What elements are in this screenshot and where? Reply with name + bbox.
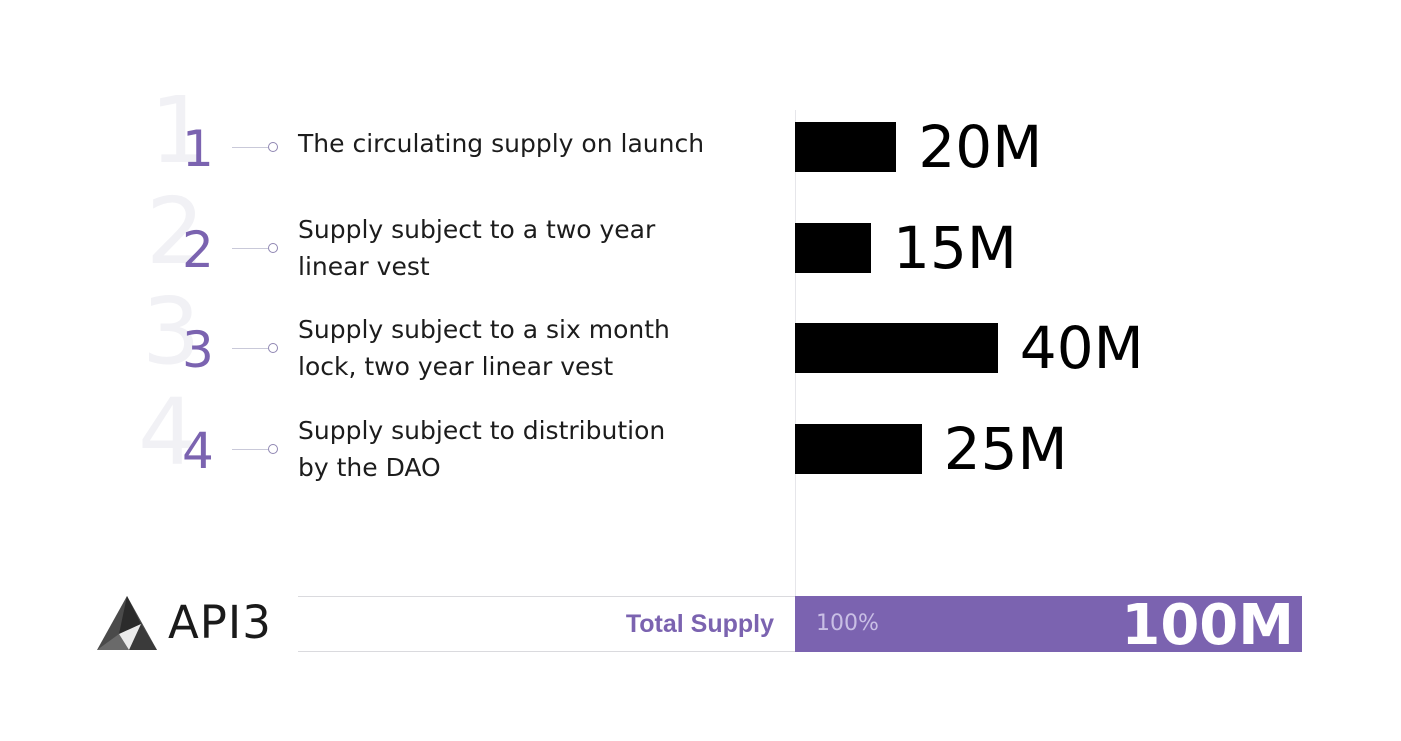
row-number: 1 xyxy=(182,120,214,178)
row-label: The circulating supply on launch xyxy=(298,129,705,158)
total-top-rule xyxy=(298,596,795,597)
row-connector-line xyxy=(232,448,268,450)
api3-triangle-logo-icon xyxy=(97,596,157,650)
brand-name: API3 xyxy=(168,596,272,649)
row-connector-dot xyxy=(268,142,278,152)
row-label: Supply subject to a two year linear vest xyxy=(298,214,656,281)
row-number-watermark: 4 xyxy=(138,378,197,486)
total-supply-label: Total Supply xyxy=(625,610,774,638)
row-number-watermark: 3 xyxy=(142,278,201,385)
total-supply-bar: 100% 100M xyxy=(795,593,1302,658)
row-label: Supply subject to distribution by the DA… xyxy=(298,415,666,482)
row-connector-dot xyxy=(268,343,278,353)
total-bottom-rule xyxy=(298,651,795,652)
row-number: 4 xyxy=(182,421,214,480)
row-number-watermark: 1 xyxy=(150,77,209,184)
row-number: 3 xyxy=(182,321,214,379)
total-supply-value: 100M xyxy=(1121,593,1294,658)
bar-value-label: 40M xyxy=(1019,314,1144,382)
total-supply-percent: 100% xyxy=(816,611,879,636)
row-label: Supply subject to a six month lock, two … xyxy=(298,315,670,381)
bar-value-label: 15M xyxy=(893,213,1017,282)
bar xyxy=(795,222,872,273)
row-connector-line xyxy=(232,348,268,349)
row-number-watermark: 2 xyxy=(146,177,205,285)
row-connector-line xyxy=(232,247,268,249)
row-connector-dot xyxy=(268,443,278,454)
bar xyxy=(795,323,998,373)
bar xyxy=(795,122,897,172)
bar-value-label: 25M xyxy=(943,414,1068,483)
row-number: 2 xyxy=(182,220,214,279)
row-connector-dot xyxy=(268,242,278,253)
bar xyxy=(795,423,922,474)
row-connector-line xyxy=(232,147,268,148)
bar-value-label: 20M xyxy=(918,113,1043,181)
